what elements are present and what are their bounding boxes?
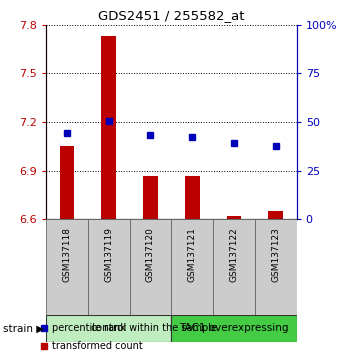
Text: GSM137121: GSM137121 [188,227,197,282]
Bar [46,219,88,315]
Text: control: control [90,323,127,333]
Bar [46,315,171,342]
Text: GSM137122: GSM137122 [229,227,238,282]
Text: GSM137119: GSM137119 [104,227,113,282]
Text: strain ▶: strain ▶ [3,323,45,333]
Bar [185,176,199,219]
Bar [213,219,255,315]
Text: transformed count: transformed count [52,341,143,351]
Title: GDS2451 / 255582_at: GDS2451 / 255582_at [98,9,244,22]
Bar [172,219,213,315]
Bar [101,36,116,219]
Bar [143,176,158,219]
Text: percentile rank within the sample: percentile rank within the sample [52,323,217,333]
Text: GSM137118: GSM137118 [62,227,71,282]
Bar [88,219,130,315]
Text: GSM137123: GSM137123 [271,227,280,282]
Text: TAC1 overexpressing: TAC1 overexpressing [179,323,289,333]
Bar [268,211,283,219]
Bar [255,219,297,315]
Bar [130,219,171,315]
Bar [172,315,297,342]
Bar [60,147,74,219]
Bar [227,216,241,219]
Text: GSM137120: GSM137120 [146,227,155,282]
